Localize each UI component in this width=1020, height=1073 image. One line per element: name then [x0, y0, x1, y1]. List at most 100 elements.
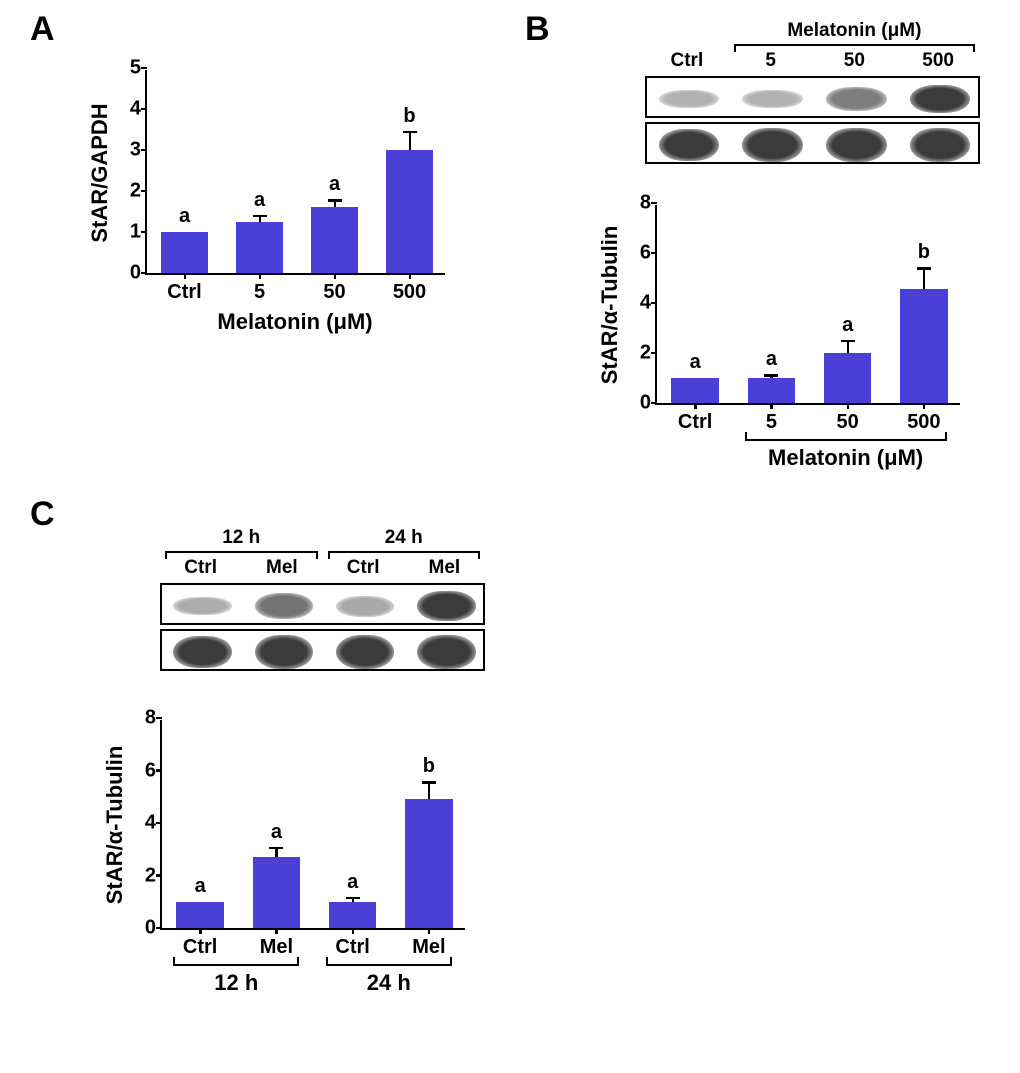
bar [236, 222, 283, 273]
sig-letter: a [766, 348, 777, 371]
panel-c-blot: Ctrl Mel Ctrl Mel 12 h 24 h StAR α-Tubulin [160, 525, 490, 695]
y-tick-label: 8 [145, 707, 162, 730]
band [659, 129, 719, 162]
blot-row-label: α-Tubulin [645, 134, 647, 156]
panel-letter-b: B [525, 10, 550, 49]
blot-row: StAR [645, 76, 980, 118]
band [910, 128, 970, 162]
bar [671, 378, 718, 403]
x-tick-label: 5 [254, 273, 265, 304]
x-tick-label: Ctrl [167, 273, 201, 304]
blot-col-label: Ctrl [184, 557, 217, 579]
band [255, 635, 314, 669]
figure: A B C 012345aCtrla5a50b500StAR/GAPDHMela… [0, 0, 1020, 1073]
blot-group-header: 24 h [385, 527, 423, 549]
bar [311, 207, 358, 273]
band [742, 90, 802, 109]
y-tick-label: 3 [130, 139, 147, 162]
y-tick-label: 1 [130, 221, 147, 244]
plot-area: 02468aCtrlaMelaCtrlbMel [160, 720, 465, 930]
band [417, 635, 476, 669]
blot-group-header: 12 h [222, 527, 260, 549]
band [417, 591, 476, 621]
bar [176, 902, 223, 928]
x-axis-label: Melatonin (μM) [217, 309, 372, 335]
y-tick-label: 0 [640, 392, 657, 415]
blot-row: α-Tubulin [645, 122, 980, 164]
y-axis-label: StAR/GAPDH [87, 103, 113, 242]
panel-b-blot: Ctrl550500Melatonin (μM)StARα-Tubulin [645, 20, 985, 180]
y-tick-label: 0 [130, 262, 147, 285]
blot-col-label: Ctrl [671, 50, 704, 72]
band [336, 596, 395, 617]
blot-row-label: α-Tubulin [160, 641, 162, 663]
sig-letter: a [179, 205, 190, 228]
blot-col-label: 500 [922, 50, 954, 72]
x-tick-label: 50 [837, 403, 859, 434]
panel-c-chart: 02468aCtrlaMelaCtrlbMelStAR/α-Tubulin12 … [75, 710, 490, 1060]
panel-letter-a: A [30, 10, 55, 49]
bar [161, 232, 208, 273]
y-tick-label: 6 [145, 759, 162, 782]
sig-letter: b [423, 755, 435, 778]
band [742, 128, 802, 162]
band [826, 87, 886, 110]
bar [386, 150, 433, 273]
band [173, 597, 232, 616]
blot-row-label: StAR [645, 88, 647, 110]
blot-col-label: 5 [765, 50, 776, 72]
bar [748, 378, 795, 403]
sig-letter: a [254, 189, 265, 212]
bar [405, 799, 452, 928]
y-tick-label: 4 [145, 812, 162, 835]
y-axis-label: StAR/α-Tubulin [102, 746, 128, 905]
blot-header-label: Melatonin (μM) [787, 20, 921, 42]
plot-area: 02468aCtrla5a50b500 [655, 205, 960, 405]
sig-letter: b [918, 241, 930, 264]
x-axis-label: Melatonin (μM) [768, 445, 923, 471]
sig-letter: a [329, 173, 340, 196]
panel-a-chart: 0 1 2 3 4 5 a Ctrl a 5 a 50 b 500 StAR/GAPDH Melatonin … [75, 60, 475, 350]
y-tick-label: 0 [145, 917, 162, 940]
x-tick-label: Ctrl [335, 928, 369, 959]
sig-letter: a [347, 871, 358, 894]
x-tick-label: Ctrl [678, 403, 712, 434]
band [336, 635, 395, 669]
x-tick-label: Mel [412, 928, 445, 959]
blot-row: α-Tubulin [160, 629, 485, 671]
panel-letter-c: C [30, 495, 55, 534]
panel-b-chart: 02468aCtrla5a50b500 StAR/α-Tubulin Melaton… [580, 195, 990, 505]
y-tick-label: 6 [640, 242, 657, 265]
bar [900, 289, 947, 403]
sig-letter: b [403, 105, 415, 128]
sig-letter: a [842, 314, 853, 337]
x-tick-label: 500 [393, 273, 426, 304]
y-tick-label: 4 [130, 98, 147, 121]
y-tick-label: 2 [130, 180, 147, 203]
band [910, 85, 970, 114]
x-tick-label: Ctrl [183, 928, 217, 959]
y-tick-label: 2 [640, 342, 657, 365]
blot-row: StAR [160, 583, 485, 625]
y-tick-label: 2 [145, 864, 162, 887]
bar [253, 857, 300, 928]
blot-row-label: StAR [160, 595, 162, 617]
sig-letter: a [271, 821, 282, 844]
group-label: 24 h [367, 970, 411, 996]
bar [824, 353, 871, 403]
blot-col-label: Mel [266, 557, 298, 579]
x-tick-label: 50 [323, 273, 345, 304]
blot-col-label: Mel [429, 557, 461, 579]
band [255, 593, 314, 619]
y-tick-label: 5 [130, 57, 147, 80]
group-label: 12 h [214, 970, 258, 996]
y-axis-label: StAR/α-Tubulin [597, 226, 623, 385]
band [826, 128, 886, 162]
x-tick-label: 5 [766, 403, 777, 434]
band [659, 90, 719, 109]
sig-letter: a [690, 351, 701, 374]
sig-letter: a [195, 875, 206, 898]
blot-col-label: Ctrl [347, 557, 380, 579]
x-tick-label: Mel [260, 928, 293, 959]
x-tick-label: 500 [907, 403, 940, 434]
